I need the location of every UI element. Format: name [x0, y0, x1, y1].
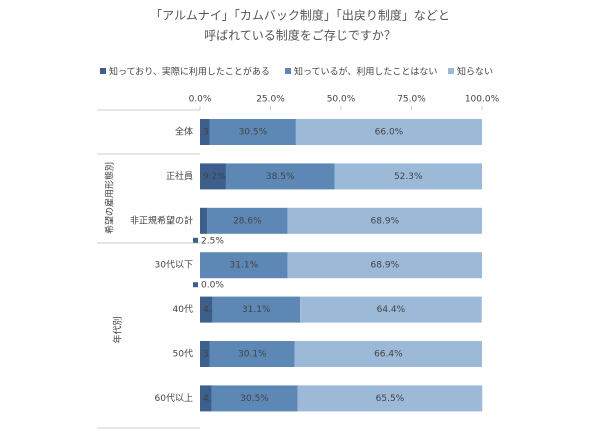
- x-tick-label: 50.0%: [327, 95, 356, 105]
- value-label: 31.1%: [230, 261, 259, 271]
- x-tick-label: 75.0%: [397, 95, 426, 105]
- bar-segment: [294, 341, 482, 367]
- bar-segment: [297, 385, 483, 412]
- value-label: 64.4%: [377, 305, 406, 315]
- value-label: 38.5%: [266, 172, 295, 182]
- value-label: 2.5%: [201, 236, 224, 246]
- value-label: 68.9%: [371, 261, 400, 271]
- category-label: 非正規希望の計: [130, 214, 193, 226]
- bar-segment: [200, 341, 210, 367]
- value-label: 68.9%: [371, 216, 400, 226]
- category-label: 30代以下: [155, 260, 193, 271]
- category-label: 全体: [175, 126, 193, 138]
- bar-segment: [200, 163, 226, 190]
- bar-segment: [287, 252, 482, 279]
- value-label: 52.3%: [394, 172, 423, 182]
- legend-label: 知っているが、利用したことはない: [294, 66, 437, 78]
- value-label: 9.2%: [203, 172, 226, 182]
- value-label: 65.5%: [376, 394, 405, 404]
- x-tick-label: 100.0%: [465, 95, 500, 105]
- category-label: 50代: [173, 349, 193, 360]
- bar-segment: [200, 207, 208, 234]
- chart-title: 「アルムナイ」「カムバック制度」「出戻り制度」などと: [150, 8, 450, 23]
- group-label: 希望の雇用形態別: [104, 162, 116, 234]
- bar-segment: [207, 207, 288, 234]
- value-label: 66.0%: [375, 128, 404, 138]
- legend-label: 知らない: [457, 66, 493, 78]
- bar-segment: [211, 385, 298, 412]
- value-label: 30.5%: [240, 394, 269, 404]
- value-label: 30.5%: [239, 128, 268, 138]
- value-label: 30.1%: [238, 350, 267, 360]
- value-label: 31.1%: [242, 305, 271, 315]
- small-value-marker: [193, 237, 198, 243]
- x-tick-label: 25.0%: [256, 95, 285, 105]
- category-label: 60代以上: [155, 393, 193, 404]
- bar-segment: [334, 163, 482, 190]
- value-label: 0.0%: [201, 281, 224, 291]
- row-separators: [97, 109, 200, 429]
- bar-segment: [200, 119, 210, 145]
- bar-segment: [200, 296, 213, 323]
- legend-swatch: [100, 68, 106, 74]
- bar-segment: [225, 163, 335, 190]
- x-tick-label: 0.0%: [189, 95, 212, 105]
- bar-segment: [200, 385, 212, 412]
- value-label: 66.4%: [374, 350, 403, 360]
- bar-segment: [212, 296, 301, 323]
- bar-segment: [209, 119, 296, 145]
- group-label: 年代別: [112, 316, 124, 343]
- legend-swatch: [285, 68, 291, 74]
- bar-segment: [200, 252, 288, 279]
- bar-segment: [209, 341, 295, 367]
- category-label: 40代: [173, 304, 193, 315]
- category-label: 正社員: [166, 170, 193, 182]
- bar-segment: [300, 296, 482, 323]
- legend-swatch: [448, 68, 454, 74]
- bar-segment: [295, 119, 482, 145]
- small-value-marker: [193, 282, 198, 288]
- legend-label: 知っており、実際に利用したことがある: [109, 66, 270, 78]
- value-label: 28.6%: [233, 216, 262, 226]
- bar-segment: [287, 207, 482, 234]
- chart-subtitle: 呼ばれている制度をご存じですか？: [204, 28, 396, 43]
